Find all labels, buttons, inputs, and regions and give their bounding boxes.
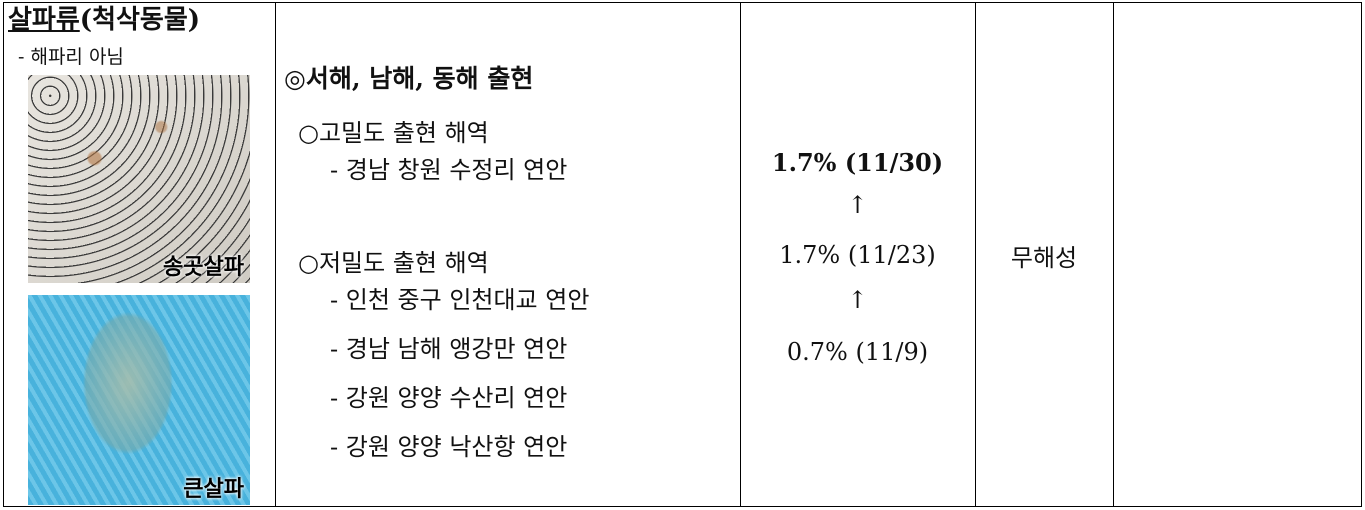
harm: 무해성: [975, 243, 1113, 273]
group-item: - 강원 양양 낙산항 연안: [330, 432, 567, 462]
rate: 0.7% (11/9): [740, 337, 975, 367]
group-heading: ○고밀도 출현 해역: [298, 118, 489, 148]
photo: 큰살파: [28, 295, 250, 505]
group-item: - 인천 중구 인천대교 연안: [330, 285, 589, 315]
species-name: 살파류: [8, 5, 80, 35]
species-title: 살파류(척삭동물): [8, 5, 200, 35]
distribution-heading: ◎서해, 남해, 동해 출현: [284, 64, 533, 94]
group-item: - 경남 남해 앵강만 연안: [330, 334, 567, 364]
group-heading: ○저밀도 출현 해역: [298, 248, 489, 278]
species-category: (척삭동물): [80, 5, 200, 35]
column-rule: [275, 2, 276, 507]
page: 살파류(척삭동물) - 해파리 아님 송곳살파 큰살파 ◎서해, 남해, 동해 …: [0, 0, 1365, 510]
rate: ↑: [740, 190, 975, 220]
photo: 송곳살파: [28, 75, 250, 283]
rate: 1.7% (11/23): [740, 240, 975, 270]
rate: 1.7% (11/30): [740, 148, 975, 178]
photo-label: 송곳살파: [163, 249, 244, 281]
group-item: - 강원 양양 수산리 연안: [330, 383, 567, 413]
rate: ↑: [740, 285, 975, 315]
group-item: - 경남 창원 수정리 연안: [330, 155, 567, 185]
photo-label: 큰살파: [183, 471, 244, 503]
species-note: - 해파리 아님: [18, 42, 124, 72]
column-rule: [1113, 2, 1114, 507]
